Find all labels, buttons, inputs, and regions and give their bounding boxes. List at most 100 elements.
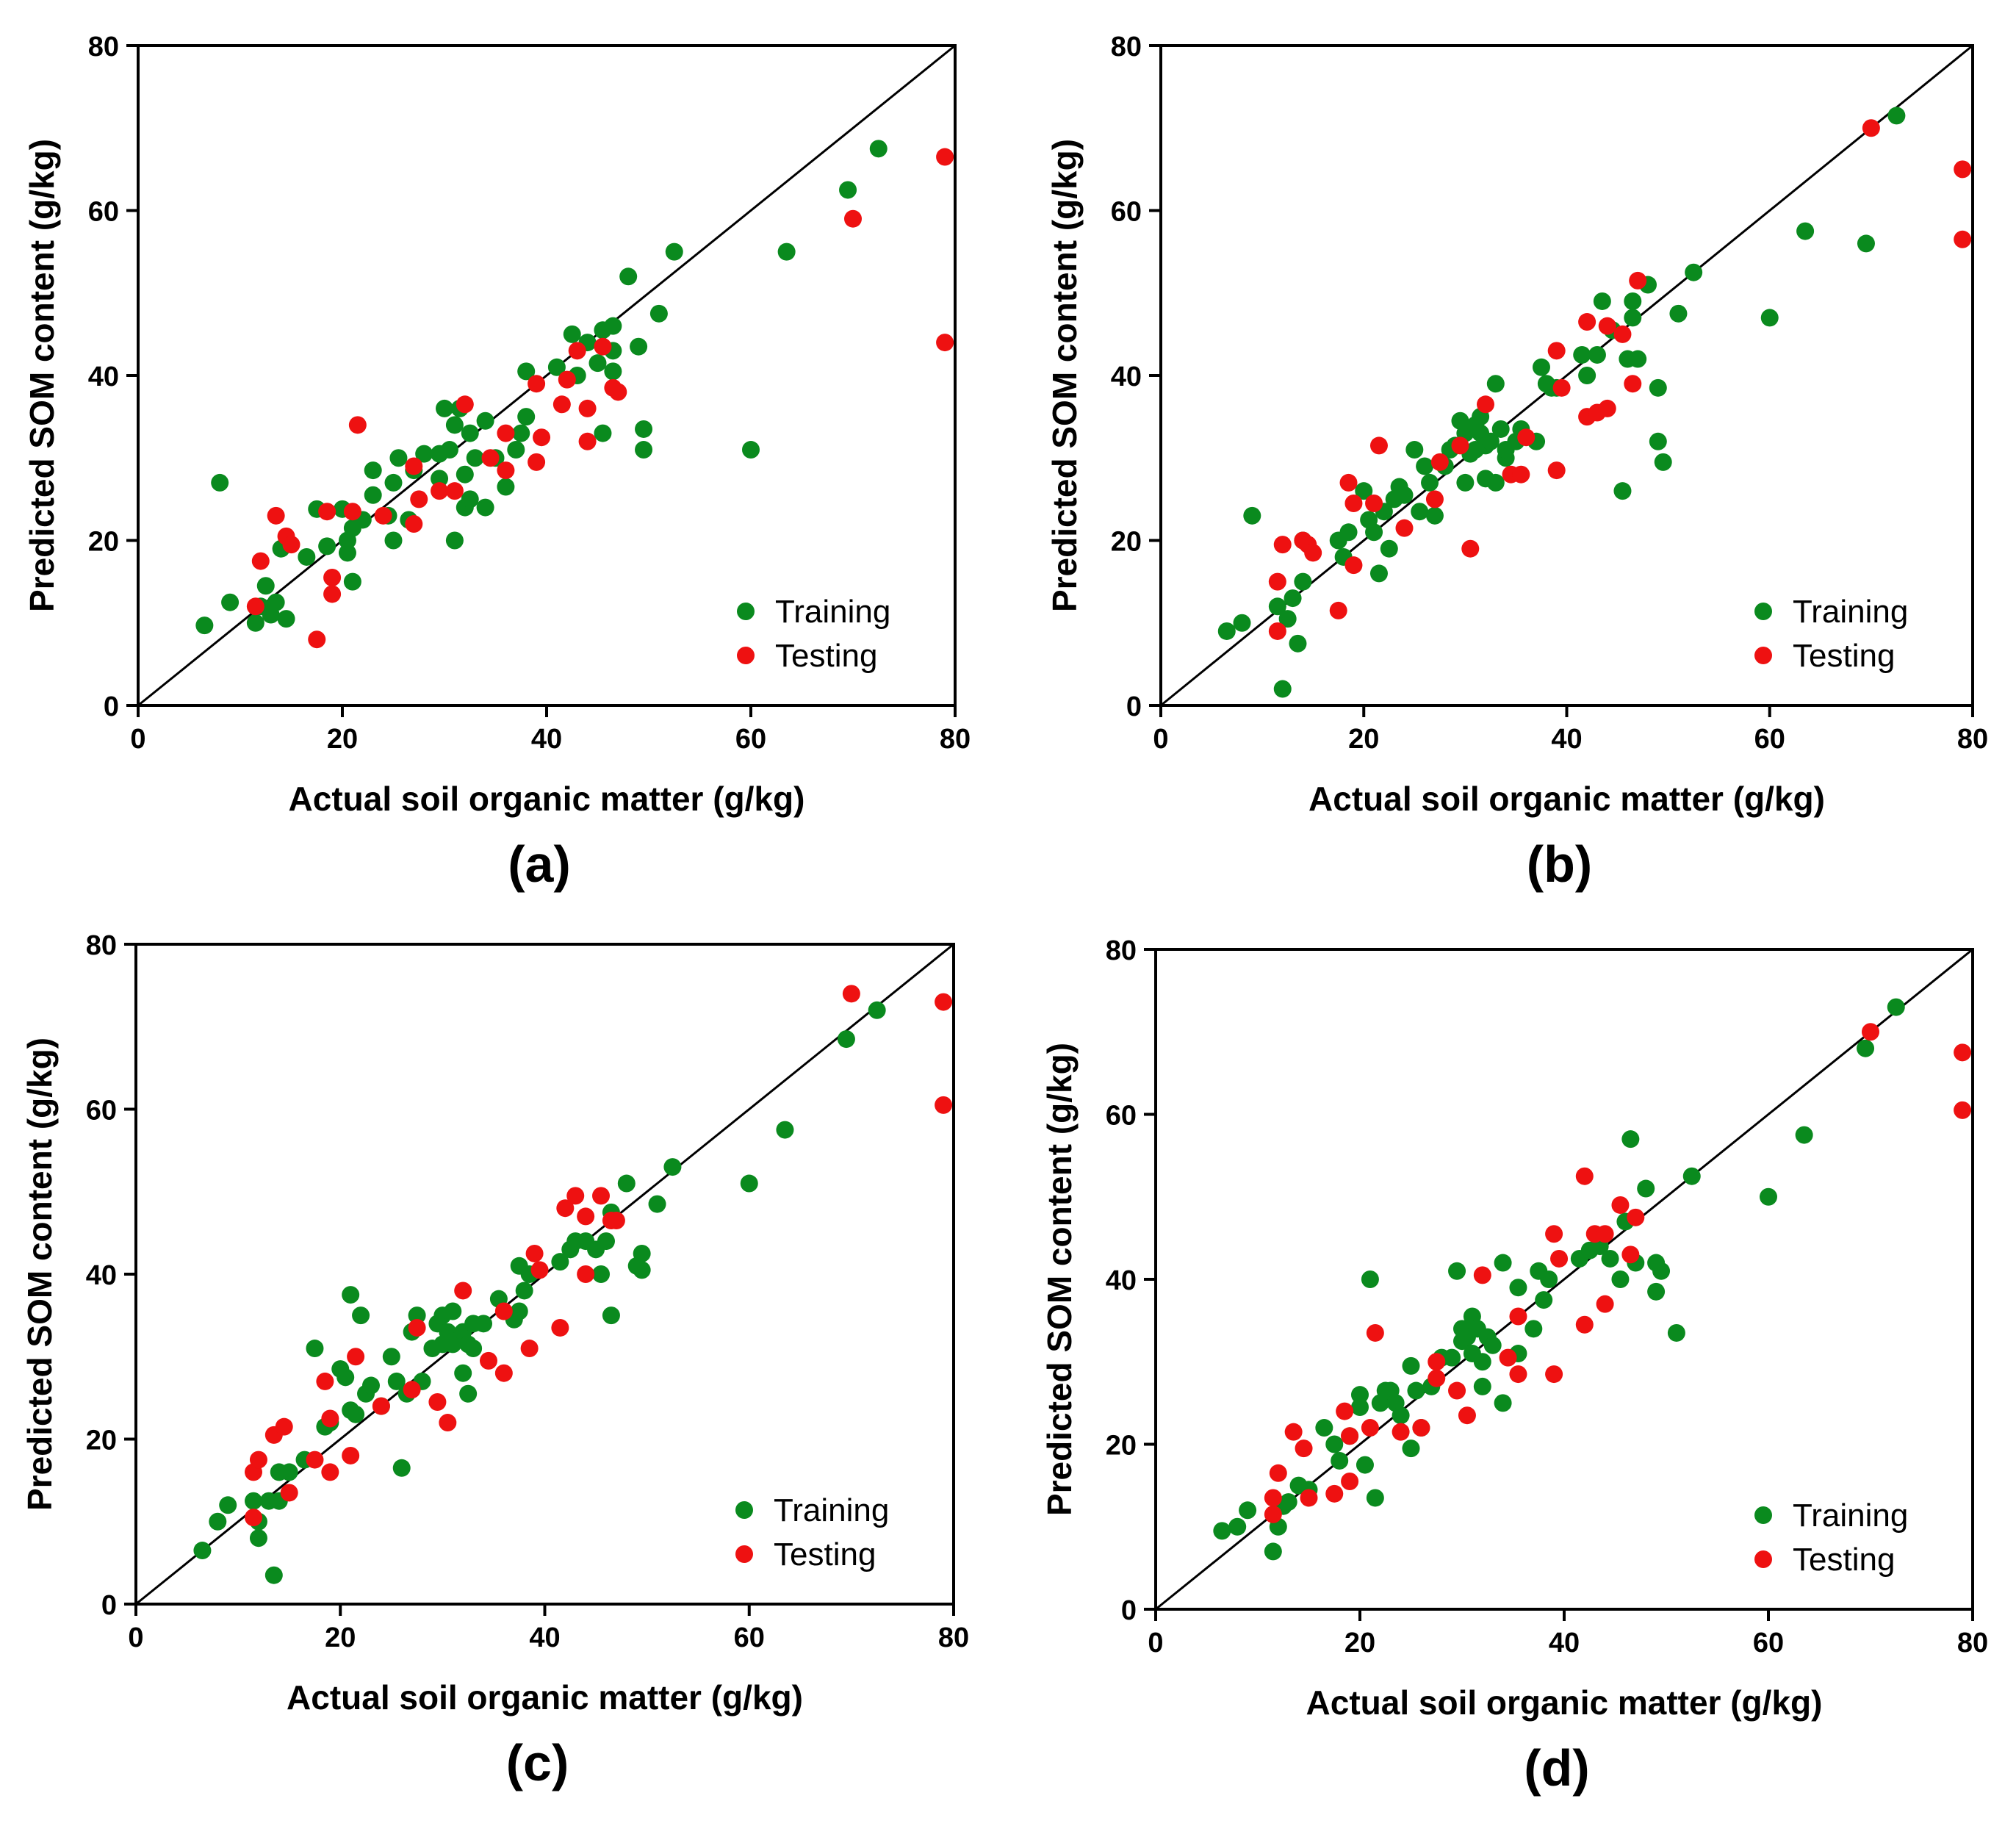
testing-point [280,1484,298,1502]
testing-point [1598,317,1616,335]
testing-point [1304,544,1322,562]
training-point [256,577,275,595]
training-point [1649,432,1667,450]
y-tick-label: 60 [88,197,119,228]
training-point [1760,309,1779,327]
training-point [1573,345,1591,364]
legend-marker-training [1754,603,1772,620]
training-point [476,411,494,430]
testing-point [318,503,336,521]
training-point [277,610,295,628]
training-point [1217,622,1236,640]
legend: Training Testing [735,1492,889,1572]
series-training [1217,107,1906,698]
x-tick-label: 60 [1753,1628,1784,1658]
testing-point [568,342,586,360]
training-point [1473,1353,1491,1371]
training-point [507,441,525,459]
training-point [444,1302,462,1320]
training-point [1611,1270,1630,1288]
training-point [1532,358,1550,376]
series-testing [246,148,954,649]
training-point [1243,506,1261,525]
x-tick-label: 20 [325,1622,356,1653]
training-point [1366,1489,1384,1507]
testing-point [454,1282,472,1300]
y-axis-label: Predicted SOM content (g/kg) [1040,1043,1079,1516]
series-testing [1268,119,1972,640]
testing-point [1395,519,1414,537]
training-point [384,473,403,492]
x-tick-label: 40 [529,1622,560,1653]
testing-point [1430,453,1449,471]
training-point [617,1174,636,1193]
testing-point [479,1351,497,1370]
training-point [1339,523,1358,542]
legend-marker-testing [1754,1550,1772,1568]
legend-label-training: Training [1793,594,1908,630]
legend-marker-training [737,603,755,620]
testing-point [558,370,576,389]
training-point [347,1405,365,1423]
training-point [1456,473,1475,492]
testing-point [609,383,627,401]
testing-point [1344,494,1363,512]
training-point [604,362,622,381]
testing-point [497,424,515,442]
x-tick-label: 60 [734,1622,765,1653]
testing-point [251,552,270,570]
training-point [1448,1262,1466,1280]
testing-point [1613,325,1632,343]
training-point [1637,1179,1655,1198]
testing-point [316,1372,334,1390]
testing-point [592,1187,611,1205]
training-point [635,420,653,438]
training-point [244,1492,262,1510]
x-tick-label: 20 [1348,724,1379,755]
testing-point [1329,601,1347,619]
testing-point [372,1397,390,1415]
series-testing [244,985,953,1527]
testing-point [1325,1484,1344,1503]
testing-point [1550,1249,1569,1268]
x-tick-label: 60 [1754,724,1785,755]
training-point [1473,1377,1491,1395]
training-point [415,445,433,463]
legend-label-training: Training [1793,1498,1908,1534]
testing-point [1509,1307,1527,1326]
training-point [466,449,484,467]
training-point [389,449,408,467]
training-point [1361,1270,1379,1288]
x-tick-label: 40 [1549,1628,1580,1658]
x-tick-label: 0 [1153,724,1168,755]
training-point [298,547,316,566]
training-point [431,470,449,488]
legend-marker-training [735,1501,753,1519]
training-point [384,531,403,550]
training-point [1425,506,1444,525]
training-point [547,358,566,376]
training-point [665,242,683,261]
training-point [1857,1039,1875,1057]
training-point [1857,234,1875,253]
training-point [648,1195,666,1213]
testing-point [1621,1246,1640,1264]
training-point [1509,1279,1527,1297]
legend-label-testing: Testing [1793,1542,1895,1578]
testing-point [497,461,515,480]
testing-point [445,482,464,500]
training-point [633,1244,651,1262]
training-point [497,478,515,496]
training-point [1667,1323,1685,1342]
testing-point [1552,378,1571,397]
training-point [604,317,622,335]
training-point [1540,1270,1558,1288]
training-point [1486,473,1505,492]
testing-point [1448,1381,1466,1400]
series-training [1213,998,1905,1561]
training-point [464,1340,483,1358]
testing-point [1545,1225,1563,1243]
testing-point [1512,465,1530,484]
training-point [440,441,458,459]
training-point [776,1121,794,1139]
